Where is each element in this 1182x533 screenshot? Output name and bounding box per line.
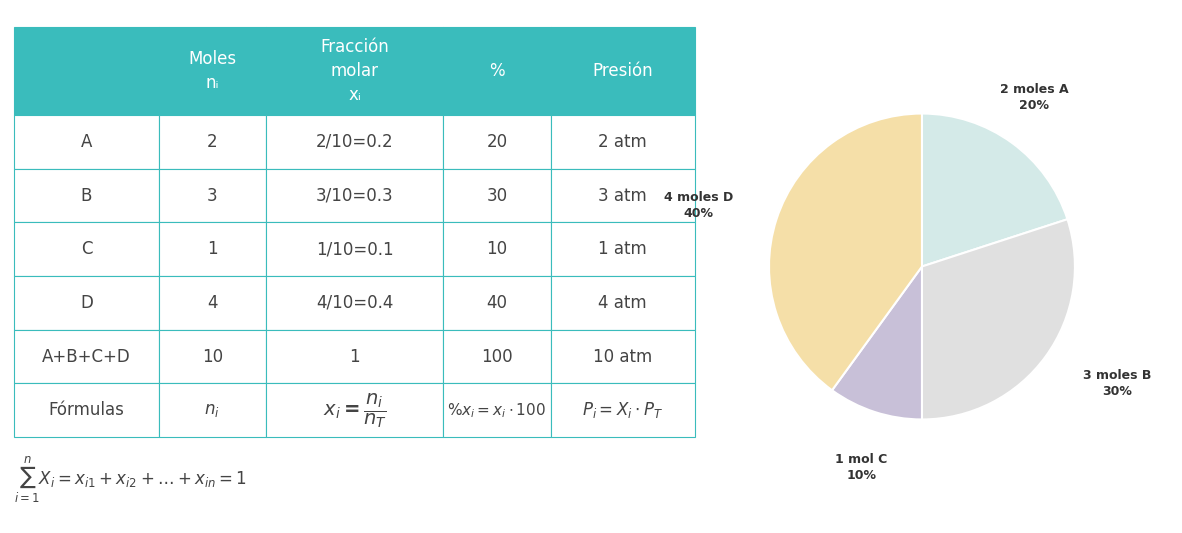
Text: 2 moles A
20%: 2 moles A 20% [1000,83,1069,112]
FancyBboxPatch shape [443,276,551,330]
Text: 20: 20 [487,133,507,151]
Text: 3 moles B
30%: 3 moles B 30% [1083,369,1151,398]
Text: A+B+C+D: A+B+C+D [43,348,131,366]
Text: 100: 100 [481,348,513,366]
FancyBboxPatch shape [551,169,695,222]
Text: 30: 30 [487,187,507,205]
Text: Presión: Presión [592,62,654,80]
FancyBboxPatch shape [14,27,158,115]
FancyBboxPatch shape [551,27,695,115]
FancyBboxPatch shape [266,115,443,169]
FancyBboxPatch shape [443,169,551,222]
FancyBboxPatch shape [14,169,158,222]
FancyBboxPatch shape [443,330,551,383]
Text: $\boldsymbol{x_i = \dfrac{n_i}{n_T}}$: $\boldsymbol{x_i = \dfrac{n_i}{n_T}}$ [323,391,387,430]
Text: 2/10=0.2: 2/10=0.2 [316,133,394,151]
Text: $n_i$: $n_i$ [204,401,220,419]
Text: A: A [80,133,92,151]
FancyBboxPatch shape [551,222,695,276]
Text: 4: 4 [207,294,217,312]
Text: C: C [80,240,92,259]
Text: 1: 1 [350,348,359,366]
FancyBboxPatch shape [266,276,443,330]
Text: 3: 3 [207,187,217,205]
FancyBboxPatch shape [266,222,443,276]
Text: 10 atm: 10 atm [593,348,652,366]
Text: 2 atm: 2 atm [598,133,648,151]
FancyBboxPatch shape [551,115,695,169]
FancyBboxPatch shape [158,222,266,276]
FancyBboxPatch shape [158,330,266,383]
FancyBboxPatch shape [14,115,158,169]
Text: Fracción
molar
xᵢ: Fracción molar xᵢ [320,38,389,103]
Text: 1/10=0.1: 1/10=0.1 [316,240,394,259]
FancyBboxPatch shape [14,276,158,330]
Text: 4 moles D
40%: 4 moles D 40% [663,191,733,220]
Text: 2: 2 [207,133,217,151]
FancyBboxPatch shape [443,115,551,169]
Text: B: B [80,187,92,205]
Text: 1: 1 [207,240,217,259]
FancyBboxPatch shape [14,330,158,383]
Text: D: D [80,294,93,312]
FancyBboxPatch shape [14,222,158,276]
FancyBboxPatch shape [551,276,695,330]
Text: 1 atm: 1 atm [598,240,648,259]
Text: $P_i = X_i \cdot P_T$: $P_i = X_i \cdot P_T$ [583,400,663,420]
FancyBboxPatch shape [158,169,266,222]
Text: 4/10=0.4: 4/10=0.4 [316,294,394,312]
Text: 3/10=0.3: 3/10=0.3 [316,187,394,205]
Text: $\sum_{i=1}^{n} X_i = x_{i1} + x_{i2} + \ldots + x_{in} = 1$: $\sum_{i=1}^{n} X_i = x_{i1} + x_{i2} + … [14,455,247,505]
FancyBboxPatch shape [14,383,158,437]
Text: Moles
nᵢ: Moles nᵢ [188,50,236,92]
Text: %: % [489,62,505,80]
Wedge shape [769,114,922,390]
Wedge shape [922,114,1067,266]
Text: 1 mol C
10%: 1 mol C 10% [836,453,888,482]
Text: 10: 10 [202,348,222,366]
FancyBboxPatch shape [158,276,266,330]
Text: 4 atm: 4 atm [598,294,647,312]
FancyBboxPatch shape [443,27,551,115]
FancyBboxPatch shape [158,383,266,437]
FancyBboxPatch shape [266,383,443,437]
FancyBboxPatch shape [266,330,443,383]
Text: Fórmulas: Fórmulas [48,401,124,419]
Text: 10: 10 [487,240,507,259]
FancyBboxPatch shape [158,27,266,115]
FancyBboxPatch shape [551,330,695,383]
Wedge shape [922,219,1074,419]
FancyBboxPatch shape [158,115,266,169]
FancyBboxPatch shape [551,383,695,437]
Wedge shape [832,266,922,419]
Text: 40: 40 [487,294,507,312]
FancyBboxPatch shape [266,169,443,222]
FancyBboxPatch shape [443,222,551,276]
Text: $\%x_i = x_i \cdot 100$: $\%x_i = x_i \cdot 100$ [448,401,546,419]
Text: 3 atm: 3 atm [598,187,648,205]
FancyBboxPatch shape [443,383,551,437]
FancyBboxPatch shape [266,27,443,115]
